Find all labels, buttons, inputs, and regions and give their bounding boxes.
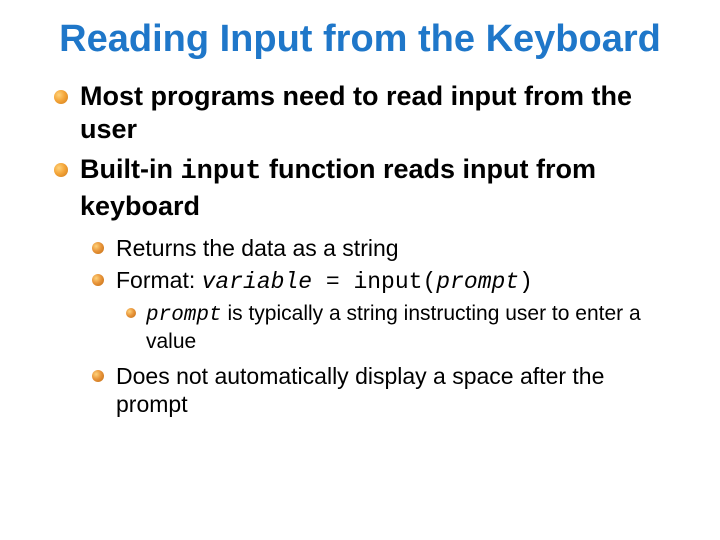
bullet-level1: Most programs need to read input from th…	[50, 80, 670, 148]
code-text: prompt	[436, 269, 519, 295]
bullet-level3: prompt is typically a string instructing…	[124, 301, 670, 356]
bullet-level2: Does not automatically display a space a…	[90, 362, 670, 420]
bullet-list: Most programs need to read input from th…	[50, 80, 670, 420]
bullet-icon	[54, 90, 68, 104]
bullet-icon	[92, 242, 104, 254]
bullet-text: Returns the data as a string	[116, 235, 399, 261]
code-text: variable	[202, 269, 312, 295]
slide: Reading Input from the Keyboard Most pro…	[0, 0, 720, 540]
bullet-text: Does not automatically display a space a…	[116, 363, 604, 418]
bullet-sublist: Returns the data as a string Format: var…	[50, 234, 670, 420]
bullet-subsublist: prompt is typically a string instructing…	[50, 301, 670, 356]
code-text: )	[519, 269, 533, 295]
code-text: prompt	[146, 304, 222, 327]
bullet-level2: Format: variable = input(prompt)	[90, 266, 670, 297]
bullet-icon	[54, 163, 68, 177]
bullet-icon	[126, 308, 136, 318]
bullet-level1: Built-in input function reads input from…	[50, 153, 670, 224]
sublist-wrapper: Returns the data as a string Format: var…	[50, 234, 670, 420]
code-text: input	[180, 157, 261, 187]
bullet-icon	[92, 274, 104, 286]
bullet-text: Format:	[116, 267, 202, 293]
bullet-text: Built-in	[80, 154, 180, 184]
subsublist-wrapper: prompt is typically a string instructing…	[50, 301, 670, 356]
bullet-level2: Returns the data as a string	[90, 234, 670, 263]
bullet-text: Most programs need to read input from th…	[80, 81, 632, 145]
slide-title: Reading Input from the Keyboard	[50, 18, 670, 62]
bullet-icon	[92, 370, 104, 382]
code-text: = input(	[312, 269, 436, 295]
